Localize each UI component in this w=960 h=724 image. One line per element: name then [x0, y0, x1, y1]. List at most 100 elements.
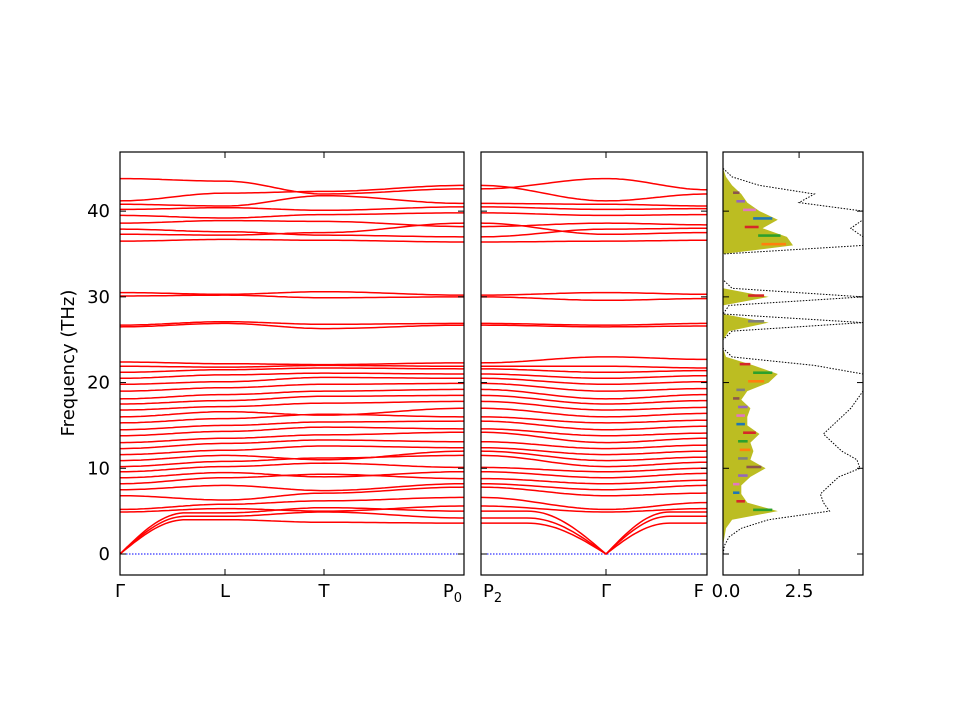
band-line [481, 515, 707, 555]
band-line [120, 505, 464, 513]
partial-dos-segment [736, 500, 745, 503]
partial-dos-segment [736, 414, 745, 417]
band-line [481, 324, 707, 328]
band-line [480, 177, 707, 191]
partial-dos-segment [761, 242, 786, 246]
band-line [481, 428, 707, 437]
band-line [120, 372, 464, 380]
partial-dos-segment [733, 191, 740, 194]
partial-dos-segment [733, 491, 740, 494]
band-line [120, 194, 464, 207]
partial-dos-segment [736, 388, 745, 392]
band-line [120, 426, 464, 437]
band-line [481, 377, 707, 386]
y-tick-label: 10 [87, 458, 110, 479]
band-line [481, 382, 707, 392]
band-line [120, 462, 464, 473]
band-line [120, 238, 464, 243]
k-point-label: P2 [483, 581, 502, 606]
band-line [120, 320, 464, 326]
band-line [120, 364, 464, 368]
band-line [481, 291, 707, 296]
band-line [119, 413, 464, 424]
partial-dos-segment [738, 405, 748, 409]
band-line [480, 388, 707, 400]
y-tick-label: 20 [87, 373, 110, 394]
dos-x-tick-label: 0.0 [712, 581, 741, 602]
band-line [480, 496, 707, 511]
band-line [481, 206, 707, 211]
partial-dos-segment [753, 217, 773, 220]
partial-dos-segment [746, 465, 762, 469]
k-point-label: L [220, 581, 230, 602]
partial-dos-segment [744, 225, 759, 229]
partial-dos-segment [743, 431, 756, 434]
partial-dos-segment [739, 448, 751, 452]
k-point-label: F [694, 581, 704, 602]
band-line [481, 212, 707, 217]
band-line [481, 466, 707, 473]
k-point-label: Γ [601, 581, 611, 602]
band-line [481, 373, 707, 380]
partial-dos-segment [753, 508, 773, 512]
band-line [120, 228, 464, 238]
band-line [120, 486, 465, 501]
band-line [481, 477, 707, 485]
partial-dos-segment [748, 380, 765, 383]
band-line [481, 322, 707, 326]
band-line [120, 290, 464, 296]
band-line [480, 420, 707, 431]
partial-dos-segment [738, 457, 748, 460]
band-line [120, 445, 464, 456]
band-line [481, 407, 707, 418]
band-line [120, 394, 464, 405]
panel-frame [480, 151, 708, 576]
band-line [481, 368, 707, 374]
partial-dos-segment [738, 440, 748, 443]
band-line [120, 420, 464, 431]
band-line [481, 416, 707, 424]
panel-frame [119, 151, 465, 576]
band-line [481, 431, 707, 444]
band-line [119, 506, 464, 555]
band-line [481, 202, 707, 207]
partial-dos-segment [736, 422, 745, 426]
y-tick-label: 30 [87, 287, 110, 308]
partial-dos-segment [733, 482, 740, 486]
band-line [480, 394, 707, 405]
band-line [120, 219, 464, 228]
band-line [481, 440, 708, 450]
y-tick-label: 40 [87, 201, 110, 222]
partial-dos-segment [736, 200, 745, 203]
dos-panel-frame [722, 151, 864, 576]
band-line [120, 177, 464, 195]
band-line [120, 294, 464, 299]
band-line [480, 184, 707, 202]
k-point-label: T [318, 581, 331, 602]
band-line [119, 322, 465, 330]
band-line [120, 496, 464, 511]
band-line [480, 356, 707, 364]
band-line [120, 361, 464, 366]
band-line [120, 450, 465, 462]
k-point-label: Γ [115, 581, 125, 602]
y-tick-label: 0 [99, 544, 110, 565]
band-line [120, 367, 464, 374]
band-line [120, 439, 464, 450]
band-line [120, 482, 464, 492]
band-line [481, 470, 707, 479]
band-line [119, 518, 464, 555]
y-axis-label: Frequency (THz) [58, 290, 79, 437]
band-line [481, 446, 708, 456]
band-line [480, 486, 707, 497]
band-line [120, 212, 464, 219]
partial-dos-segment [739, 362, 751, 366]
total-dos-line [722, 167, 864, 555]
band-line [481, 296, 707, 302]
band-line [481, 222, 707, 228]
band-line [480, 227, 707, 238]
band-line [481, 510, 707, 556]
band-line [481, 365, 707, 369]
partial-dos-segment [748, 320, 765, 323]
